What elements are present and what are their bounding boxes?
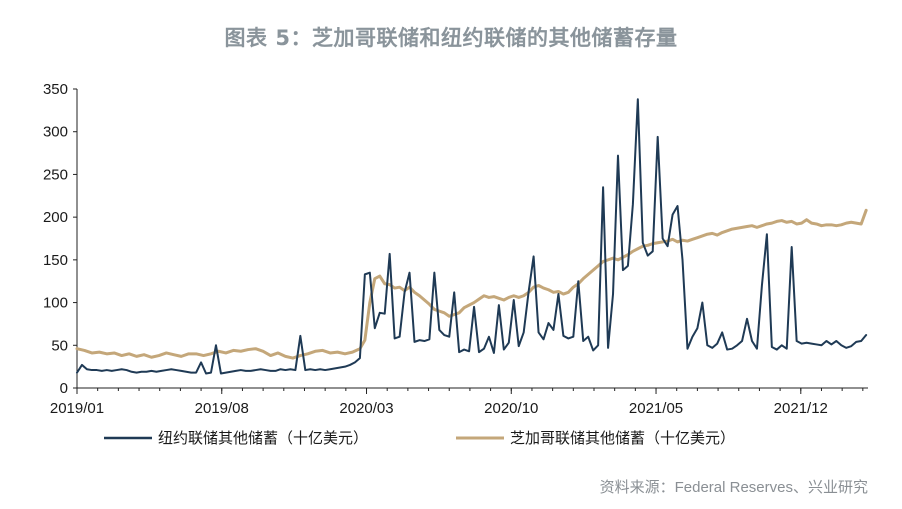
x-tick-label: 2021/05 — [629, 400, 683, 417]
y-tick-label: 200 — [43, 209, 68, 226]
y-tick-label: 300 — [43, 124, 68, 141]
y-tick-label: 50 — [51, 337, 68, 354]
legend-label: 芝加哥联储其他储蓄（十亿美元） — [510, 429, 735, 447]
axes: 0 50 100 150 200 250 300 350 2019/01 2019/08 2020/… — [43, 81, 868, 417]
y-tick-label: 350 — [43, 81, 68, 98]
chart-title: 图表 5：芝加哥联储和纽约联储的其他储蓄存量 — [224, 26, 678, 50]
legend-item-ny: 纽约联储其他储蓄（十亿美元） — [104, 429, 368, 447]
series-lines — [75, 98, 868, 375]
x-tick-label: 2021/12 — [774, 400, 828, 417]
y-tick-label: 100 — [43, 295, 68, 312]
x-tick-label: 2019/01 — [50, 400, 104, 417]
y-tick-label: 0 — [60, 380, 68, 397]
source-note: 资料来源：Federal Reserves、兴业研究 — [599, 479, 868, 496]
legend: 纽约联储其他储蓄（十亿美元） 芝加哥联储其他储蓄（十亿美元） — [104, 429, 735, 447]
legend-label: 纽约联储其他储蓄（十亿美元） — [158, 429, 368, 447]
x-tick-label: 2020/10 — [484, 400, 538, 417]
series-line-chicago — [75, 208, 868, 360]
y-tick-label: 250 — [43, 166, 68, 183]
y-tick-label: 150 — [43, 252, 68, 269]
legend-item-chicago: 芝加哥联储其他储蓄（十亿美元） — [456, 429, 735, 447]
x-tick-label: 2020/03 — [339, 400, 393, 417]
x-tick-label: 2019/08 — [195, 400, 249, 417]
series-line-ny — [76, 98, 868, 375]
